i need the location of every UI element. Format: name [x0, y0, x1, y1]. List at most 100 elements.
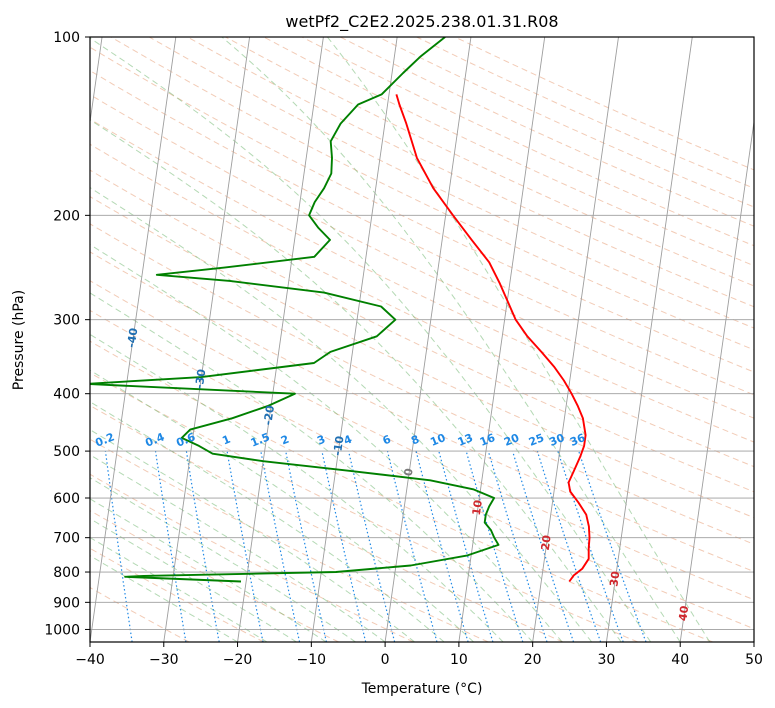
isotherm-label: 40 — [676, 605, 691, 622]
dry-adiabat-line — [90, 94, 754, 419]
mixing-ratio-label: 8 — [409, 433, 421, 448]
mixing-ratio-line — [578, 450, 647, 642]
x-tick-label: 20 — [524, 652, 542, 668]
dry-adiabat-line — [90, 309, 754, 630]
dry-adiabat-line — [90, 196, 754, 519]
isotherm-label: -40 — [125, 327, 141, 349]
y-tick-label: 200 — [53, 208, 80, 224]
temperature-profile-line — [395, 94, 591, 583]
moist-adiabat-line — [90, 536, 268, 642]
isotherm-line — [310, 37, 398, 642]
y-tick-label: 300 — [53, 313, 80, 329]
y-tick-label: 400 — [53, 387, 80, 403]
mixing-ratio-labels: 0.1 0.2 0.4 0.6 1 1.5 2 3 4 6 8 10 13 16 20 25 30 36 — [93, 430, 587, 449]
dry-adiabat-line — [90, 340, 713, 642]
isotherm-line — [90, 37, 103, 126]
isotherm-line — [532, 37, 619, 642]
isotherm-line — [384, 37, 472, 642]
mixing-ratio-line — [226, 450, 264, 642]
isotherm-label: -20 — [261, 404, 277, 426]
moist-adiabat-line — [90, 555, 238, 642]
isotherm-line — [163, 37, 251, 642]
mixing-ratio-label: 36 — [568, 431, 587, 449]
moist-adiabat-line — [90, 477, 356, 642]
isotherm-line — [458, 37, 546, 642]
mixing-ratio-label: 13 — [456, 431, 475, 449]
mixing-ratio-label: 30 — [547, 431, 566, 449]
y-tick-label: 500 — [53, 444, 80, 460]
y-tick-label: 100 — [53, 30, 80, 46]
isotherm-line — [679, 118, 754, 642]
dry-adiabat-line — [110, 37, 754, 351]
x-tick-label: 0 — [381, 652, 390, 668]
dry-adiabat-line — [148, 37, 754, 329]
dry-adiabat-line — [90, 169, 754, 493]
mixing-ratio-label: 2 — [279, 433, 291, 448]
mixing-ratio-label: 25 — [527, 431, 546, 449]
dry-adiabat-line — [90, 404, 564, 642]
mixing-ratio-label: 10 — [428, 431, 447, 449]
moist-adiabat-line — [90, 518, 297, 642]
isotherm-label: -30 — [193, 368, 209, 390]
x-tick-label: −30 — [149, 652, 179, 668]
x-tick-label: −20 — [223, 652, 253, 668]
x-tick-label: −10 — [297, 652, 327, 668]
y-tick-label: 700 — [53, 531, 80, 547]
y-tick-label: 800 — [53, 565, 80, 581]
isotherm-label: 30 — [607, 570, 622, 587]
mixing-ratio-line — [260, 450, 301, 642]
dry-adiabat-line — [90, 510, 339, 642]
dry-adiabat-line — [90, 372, 638, 642]
dewpoint-profile-line — [90, 37, 500, 583]
mixing-ratio-line — [321, 450, 367, 642]
mixing-ratio-label: 16 — [478, 431, 497, 449]
moist-adiabat-line — [327, 37, 711, 642]
y-axis-title: Pressure (hPa) — [11, 290, 27, 390]
x-tick-label: 10 — [450, 652, 468, 668]
isotherm-line — [753, 638, 754, 642]
dry-adiabat-line — [90, 280, 754, 601]
isotherm-label: 10 — [470, 499, 485, 516]
mixing-ratio-line — [487, 450, 548, 642]
moist-adiabat-line — [90, 37, 652, 642]
isotherm-label: 0 — [402, 467, 416, 477]
chart-title: wetPf2_C2E2.2025.238.01.31.R08 — [285, 12, 558, 32]
dry-adiabat-line — [90, 547, 265, 642]
y-axis: 100 200 300 400 500 600 700 800 900 1000 — [44, 30, 90, 638]
isotherm-line — [90, 37, 177, 642]
mixing-ratio-line — [285, 450, 327, 642]
x-tick-label: 40 — [671, 652, 689, 668]
x-tick-label: 50 — [745, 652, 763, 668]
dry-adiabat-line — [90, 143, 754, 468]
mixing-ratio-line — [536, 450, 602, 642]
isotherm-line — [605, 37, 693, 642]
dry-adiabat-line — [225, 37, 754, 287]
moist-adiabat-line — [90, 333, 504, 642]
moist-adiabat-line — [90, 119, 622, 642]
x-axis: −40 −30 −20 −10 0 10 20 30 40 50 — [75, 642, 763, 668]
isotherm-label: -10 — [331, 435, 347, 457]
moist-adiabat-line — [221, 37, 681, 642]
y-tick-label: 1000 — [44, 622, 80, 638]
mixing-ratio-line — [465, 450, 524, 642]
moist-adiabat-line — [90, 243, 563, 642]
y-tick-label: 900 — [53, 595, 80, 611]
isotherm-label: -50 — [57, 281, 73, 303]
y-tick-label: 600 — [53, 491, 80, 507]
mixing-ratio-line — [512, 450, 575, 642]
mixing-ratio-label: 20 — [502, 431, 521, 449]
x-axis-title: Temperature (°C) — [361, 681, 483, 697]
dry-adiabat-line — [90, 70, 754, 396]
moist-adiabat-line — [90, 292, 534, 642]
isotherm-label: -60 — [0, 232, 6, 254]
x-tick-label: 30 — [598, 652, 616, 668]
sounding-profiles — [90, 37, 591, 583]
mixing-ratio-label: 1 — [220, 433, 232, 448]
moist-adiabat-line — [90, 369, 474, 642]
isotherm-line — [237, 37, 324, 642]
mixing-ratio-label: 3 — [315, 433, 327, 448]
isotherm-label: 20 — [539, 534, 554, 551]
x-tick-label: −40 — [75, 652, 105, 668]
